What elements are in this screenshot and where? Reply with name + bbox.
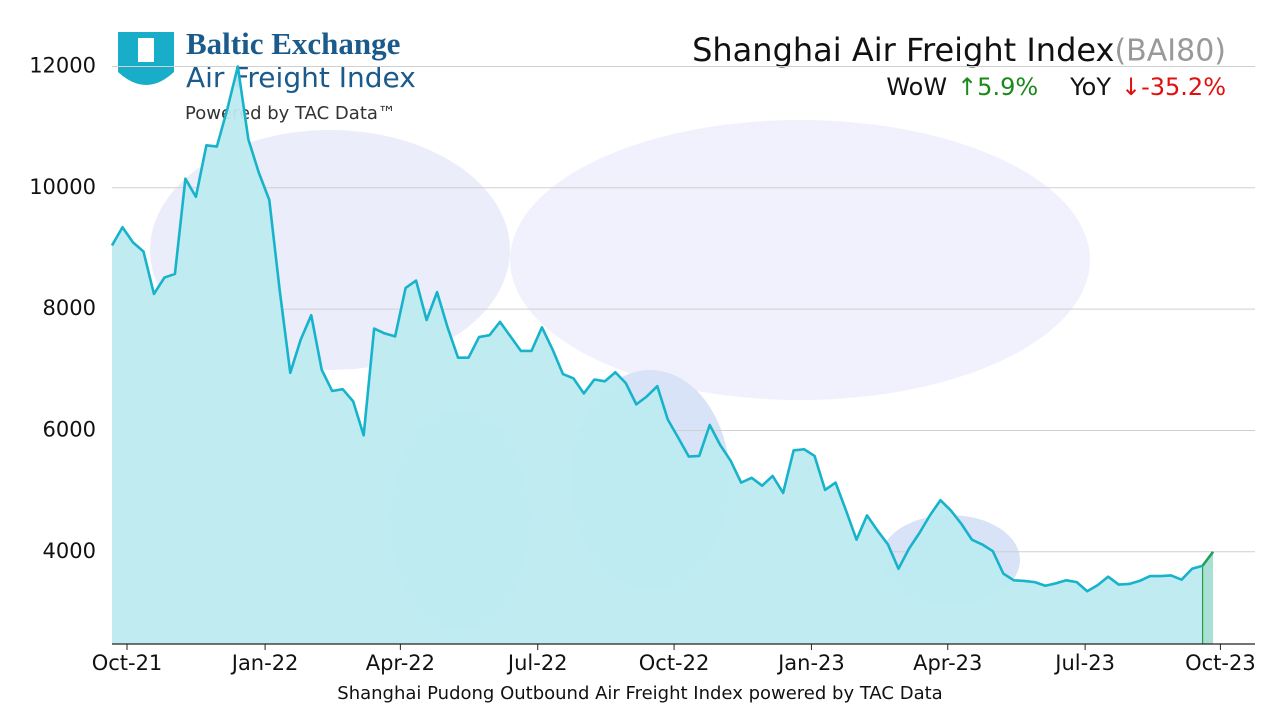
x-tick-label: Jan-22 — [230, 651, 299, 675]
x-tick-label: Oct-21 — [92, 651, 163, 675]
stat-value: ↑5.9% — [957, 73, 1038, 101]
stat-label: WoW — [886, 73, 947, 101]
y-tick-label: 6000 — [43, 417, 96, 441]
logo-subtitle: Air Freight Index — [186, 61, 416, 94]
x-tick-label: Oct-23 — [1185, 651, 1256, 675]
y-tick-label: 12000 — [29, 53, 96, 77]
x-tick-label: Apr-22 — [366, 651, 435, 675]
x-tick-label: Oct-22 — [639, 651, 710, 675]
x-axis-label: Shanghai Pudong Outbound Air Freight Ind… — [337, 683, 942, 704]
line — [110, 65, 1215, 593]
y-tick-label: 8000 — [43, 296, 96, 320]
y-tick-label: 10000 — [29, 175, 96, 199]
title-code: (BAI80) — [1114, 34, 1226, 69]
highlight-area — [1202, 551, 1214, 644]
logo-name: Baltic Exchange — [186, 26, 400, 61]
stat-label: YoY — [1069, 73, 1111, 101]
x-tick-label: Jul-22 — [506, 651, 568, 675]
x-tick-label: Apr-23 — [913, 651, 982, 675]
highlight-segment — [1201, 551, 1214, 567]
area — [112, 66, 1214, 644]
y-tick-label: 4000 — [43, 539, 96, 563]
logo-tagline: Powered by TAC Data™ — [185, 103, 396, 124]
stat-value: ↓-35.2% — [1121, 73, 1226, 101]
chart-title: Shanghai Air Freight Index — [692, 31, 1114, 69]
x-tick-label: Jan-23 — [776, 651, 845, 675]
logo: Baltic Exchange Air Freight Index Powere… — [118, 26, 416, 124]
x-tick-label: Jul-23 — [1053, 651, 1115, 675]
